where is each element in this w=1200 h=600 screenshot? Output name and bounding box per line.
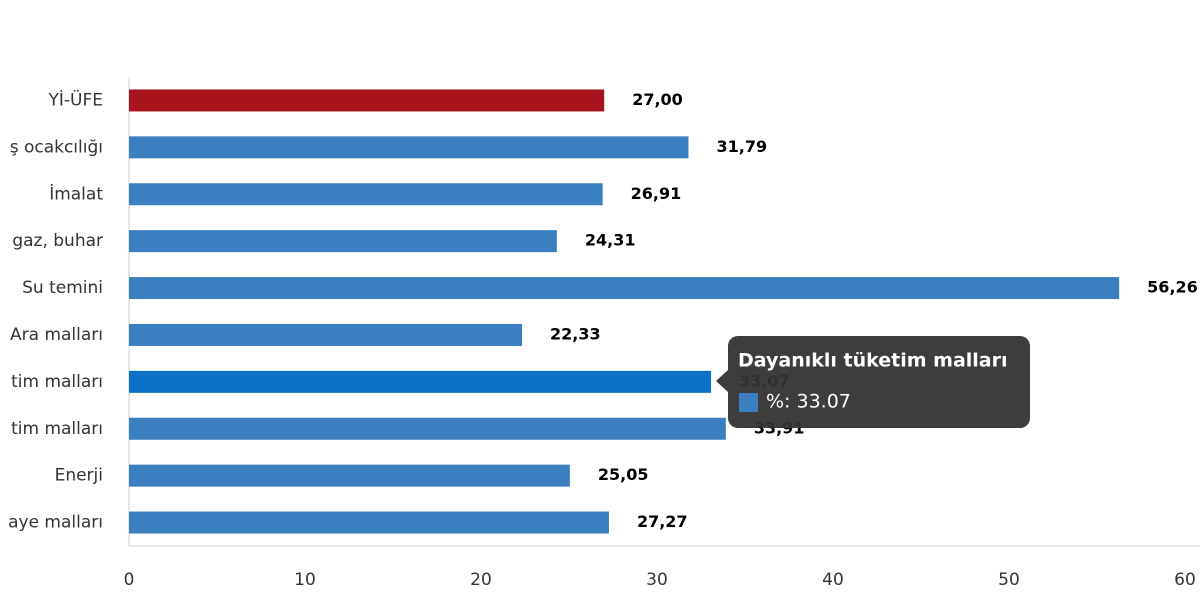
x-tick-label: 10 [294,570,316,590]
x-tick-label: 0 [124,570,135,590]
y-tick-label: İmalat [49,183,103,204]
bar [129,464,570,487]
x-tick-label: 50 [998,570,1020,590]
bar [129,417,726,440]
tooltip-text: %: 33.07 [766,391,851,413]
y-tick-label: gaz, buhar [12,231,103,251]
x-tick-label: 60 [1174,570,1196,590]
y-tick-label: aye malları [8,513,103,533]
bar [129,136,689,159]
y-tick-label: tim malları [11,419,103,439]
value-label: 25,05 [598,465,649,484]
value-label: 27,00 [632,90,683,109]
value-label: 56,26 [1147,278,1198,297]
y-tick-label: Enerji [55,466,103,486]
bar [129,370,712,393]
value-label: 22,33 [550,324,601,343]
y-tick-label: tim malları [11,372,103,392]
bar [129,230,557,253]
x-tick-label: 20 [470,570,492,590]
tooltip-swatch [739,393,758,412]
y-tick-label: ş ocakcılığı [10,137,103,157]
tooltip-title: Dayanıklı tüketim malları [738,350,1008,372]
value-label: 31,79 [717,137,768,156]
x-tick-label: 40 [822,570,844,590]
bar [129,511,609,534]
tooltip-box [716,336,1030,428]
y-tick-label: Su temini [22,278,103,298]
y-tick-label: Yİ-ÜFE [48,88,104,110]
bar [129,277,1120,300]
tooltip: Dayanıklı tüketim malları %: 33.07 [716,336,1030,428]
x-tick-label: 30 [646,570,668,590]
value-label: 27,27 [637,512,688,531]
bar [129,183,603,206]
y-tick-label: Ara malları [10,325,103,345]
bar [129,323,523,346]
bar [129,89,605,112]
value-label: 24,31 [585,231,636,250]
value-label: 26,91 [631,184,682,203]
